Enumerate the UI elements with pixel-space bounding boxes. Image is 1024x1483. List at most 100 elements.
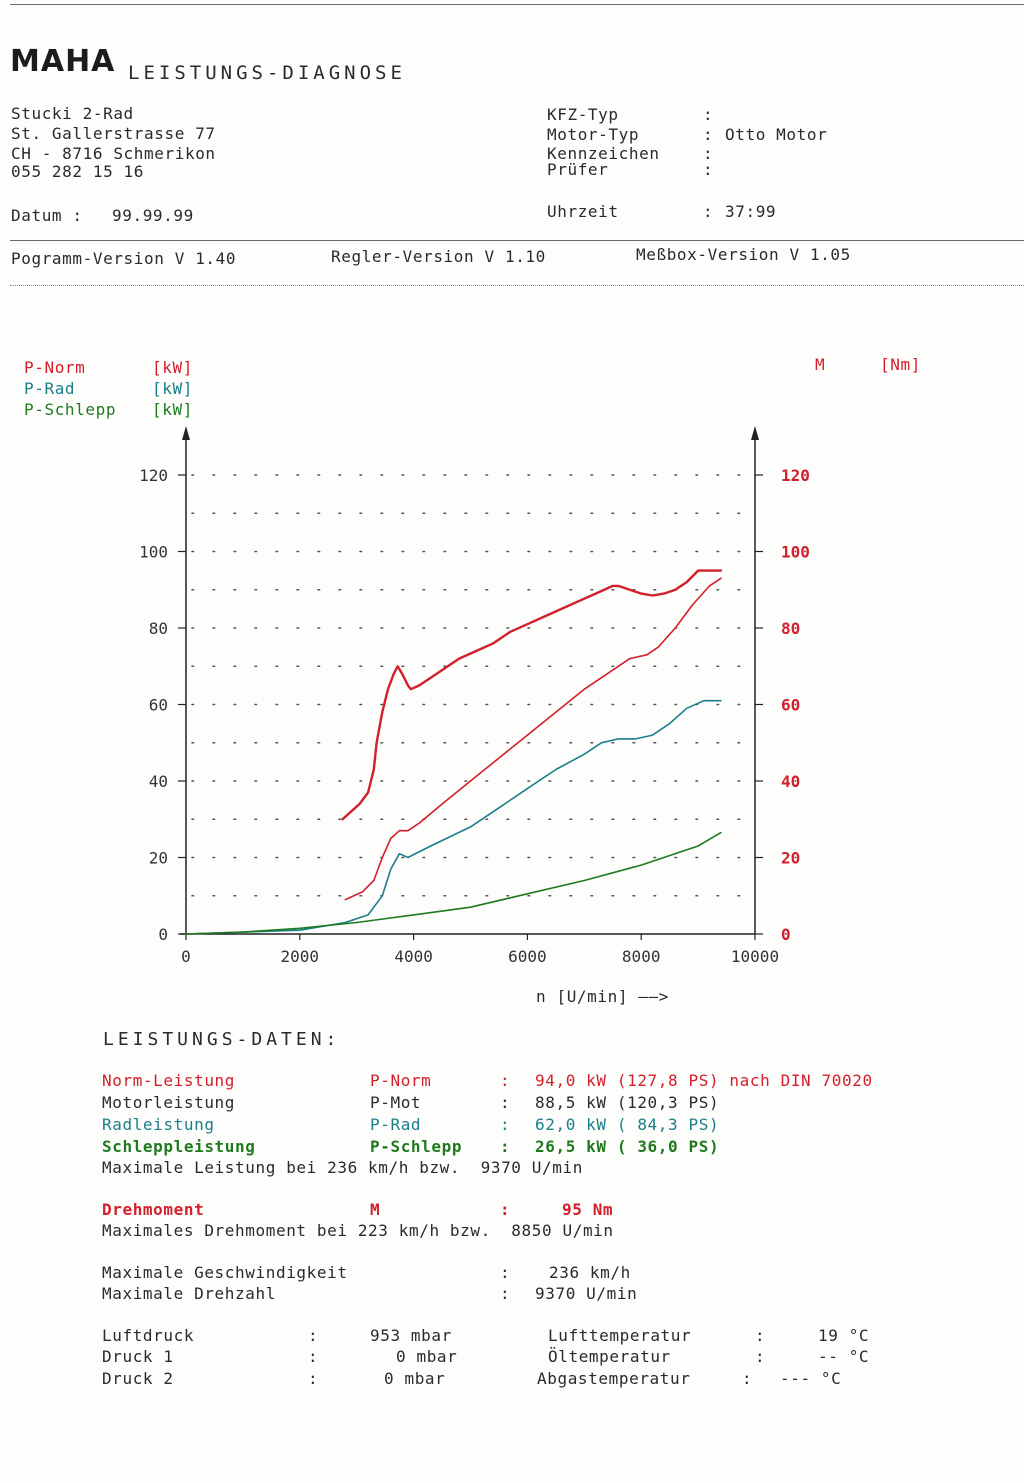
- datum-value: 99.99.99: [112, 206, 194, 225]
- y-axis-right-arrow: [751, 426, 759, 440]
- messbox-version: Meßbox-Version V 1.05: [636, 245, 851, 264]
- pruefer-label: Prüfer: [547, 160, 609, 179]
- uhrzeit-sep: :: [703, 202, 714, 221]
- radleistung-sep: :: [500, 1115, 511, 1134]
- lufttemperatur-label: Lufttemperatur: [548, 1326, 692, 1345]
- uhrzeit-value: 37:99: [725, 202, 777, 221]
- chart-series: [185, 569, 723, 935]
- max-power-text: Maximale Leistung bei 236 km/h bzw. 9370…: [102, 1158, 583, 1177]
- address-line-1: Stucki 2-Rad: [11, 104, 134, 123]
- druck1-label: Druck 1: [102, 1347, 174, 1366]
- max-speed-sep: :: [500, 1263, 511, 1282]
- y-tick-label-left: 100: [139, 543, 168, 562]
- y-tick-label-left: 20: [149, 849, 168, 868]
- lufttemperatur-sep: :: [755, 1326, 766, 1345]
- address-line-4: 055 282 15 16: [11, 162, 145, 181]
- y-tick-label-left: 60: [149, 696, 168, 715]
- drehmoment-sep: :: [500, 1200, 511, 1219]
- max-speed-label: Maximale Geschwindigkeit: [102, 1263, 348, 1282]
- maha-logo: MAHA: [10, 44, 116, 79]
- legend-p-rad-unit: [kW]: [152, 379, 193, 398]
- y-tick-label-right: 0: [781, 925, 791, 944]
- series-line-p-schlepp: [185, 831, 722, 935]
- pruefer-sep: :: [703, 160, 714, 179]
- max-rpm-value: 9370 U/min: [535, 1284, 638, 1303]
- radleistung-label: Radleistung: [102, 1115, 215, 1134]
- kennzeichen-label: Kennzeichen: [547, 144, 660, 163]
- x-tick-label: 10000: [731, 947, 779, 966]
- page-title: LEISTUNGS-DIAGNOSE: [128, 62, 406, 84]
- regler-version: Regler-Version V 1.10: [331, 247, 546, 266]
- x-tick-label: 2000: [281, 947, 320, 966]
- x-tick-label: 0: [181, 947, 191, 966]
- series-line-m: [341, 569, 723, 821]
- y-tick-label-right: 80: [781, 619, 800, 638]
- radleistung-code: P-Rad: [370, 1115, 422, 1134]
- norm-leistung-sep: :: [500, 1071, 511, 1090]
- abgastemperatur-value: --- °C: [780, 1369, 842, 1388]
- y-tick-label-right: 40: [781, 772, 800, 791]
- power-torque-chart: 0 20 40 60 80 100 120 0 20 40 60 80 100 120 0 2000 4000 6…: [139, 426, 810, 966]
- schleppleistung-sep: :: [500, 1137, 511, 1156]
- motorleistung-value: 88,5 kW (120,3 PS): [535, 1093, 720, 1112]
- motor-typ-label: Motor-Typ: [547, 125, 640, 144]
- drehmoment-code: M: [370, 1200, 381, 1219]
- program-version: Pogramm-Version V 1.40: [11, 249, 237, 268]
- druck2-sep: :: [308, 1369, 319, 1388]
- norm-leistung-value: 94,0 kW (127,8 PS) nach DIN 70020: [535, 1071, 873, 1090]
- abgastemperatur-sep: :: [742, 1369, 753, 1388]
- y-tick-label-right: 120: [781, 466, 810, 485]
- kennzeichen-sep: :: [703, 144, 714, 163]
- x-tick-label: 6000: [508, 947, 547, 966]
- datum-label: Datum :: [11, 206, 83, 225]
- chart-axes: [180, 426, 759, 935]
- address-line-3: CH - 8716 Schmerikon: [11, 144, 216, 163]
- max-rpm-label: Maximale Drehzahl: [102, 1284, 276, 1303]
- oeltemperatur-value: -- °C: [818, 1347, 870, 1366]
- motorleistung-code: P-Mot: [370, 1093, 422, 1112]
- y-tick-label-left: 0: [158, 925, 168, 944]
- legend-p-norm-unit: [kW]: [152, 358, 193, 377]
- y-tick-label-right: 60: [781, 696, 800, 715]
- y-tick-label-left: 120: [139, 466, 168, 485]
- legend-p-rad-name: P-Rad: [24, 379, 76, 398]
- luftdruck-sep: :: [308, 1326, 319, 1345]
- motorleistung-sep: :: [500, 1093, 511, 1112]
- y-tick-label-left: 40: [149, 772, 168, 791]
- kfz-typ-sep: :: [703, 105, 714, 124]
- y-tick-label-right: 20: [781, 849, 800, 868]
- druck2-value: 0 mbar: [384, 1369, 446, 1388]
- druck1-sep: :: [308, 1347, 319, 1366]
- druck2-label: Druck 2: [102, 1369, 174, 1388]
- max-speed-value: 236 km/h: [549, 1263, 631, 1282]
- legend-p-schlepp-name: P-Schlepp: [24, 400, 117, 419]
- x-axis-label: n [U/min] ——>: [536, 987, 670, 1006]
- lufttemperatur-value: 19 °C: [818, 1326, 870, 1345]
- x-tick-label: 4000: [394, 947, 433, 966]
- uhrzeit-label: Uhrzeit: [547, 202, 619, 221]
- series-line-p-norm: [344, 577, 722, 901]
- performance-heading: LEISTUNGS-DATEN:: [103, 1029, 341, 1050]
- series-line-p-rad: [185, 699, 722, 935]
- chart-grid: [191, 474, 752, 897]
- max-rpm-sep: :: [500, 1284, 511, 1303]
- max-torque-text: Maximales Drehmoment bei 223 km/h bzw. 8…: [102, 1221, 614, 1240]
- luftdruck-label: Luftdruck: [102, 1326, 195, 1345]
- druck1-value: 0 mbar: [396, 1347, 458, 1366]
- schleppleistung-value: 26,5 kW ( 36,0 PS): [535, 1137, 720, 1156]
- motor-typ-sep: :: [703, 125, 714, 144]
- schleppleistung-code: P-Schlepp: [370, 1137, 463, 1156]
- motorleistung-label: Motorleistung: [102, 1093, 236, 1112]
- abgastemperatur-label: Abgastemperatur: [537, 1369, 691, 1388]
- legend-p-norm-name: P-Norm: [24, 358, 86, 377]
- motor-typ-value: Otto Motor: [725, 125, 828, 144]
- norm-leistung-code: P-Norm: [370, 1071, 432, 1090]
- legend-p-schlepp-unit: [kW]: [152, 400, 193, 419]
- drehmoment-label: Drehmoment: [102, 1200, 205, 1219]
- legend-torque-unit: [Nm]: [880, 355, 921, 374]
- radleistung-value: 62,0 kW ( 84,3 PS): [535, 1115, 720, 1134]
- oeltemperatur-sep: :: [755, 1347, 766, 1366]
- luftdruck-value: 953 mbar: [370, 1326, 452, 1345]
- y-axis-left-arrow: [182, 426, 190, 440]
- y-tick-label-left: 80: [149, 619, 168, 638]
